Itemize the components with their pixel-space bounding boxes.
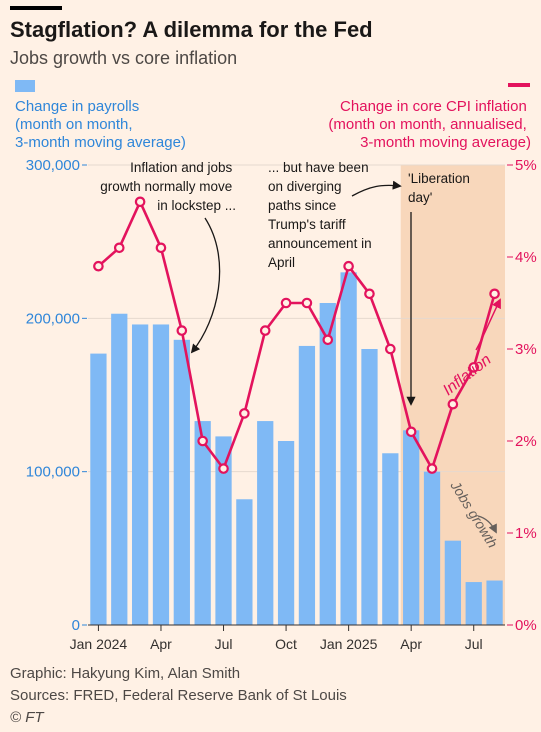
footer-graphic: Graphic: Hakyung Kim, Alan Smith: [10, 665, 241, 682]
payroll-bar: [215, 436, 232, 625]
x-tick-label: Jan 2025: [320, 636, 378, 652]
cpi-point: [364, 288, 375, 300]
payroll-bar: [444, 540, 462, 625]
payroll-bar: [423, 471, 441, 625]
annotation-lockstep-arrow: [190, 217, 221, 354]
page-title: Stagflation? A dilemma for the Fed: [10, 17, 373, 42]
chart: Change in payrolls (month on month, 3-mo…: [15, 80, 537, 652]
cpi-point: [93, 260, 104, 272]
cpi-line: [93, 196, 500, 474]
y-right-tick-label: 3%: [515, 341, 537, 358]
payroll-bar: [152, 324, 170, 625]
jobs-growth-arrow: [477, 515, 497, 534]
y-axis-left: 0 100,000 200,000 300,000: [26, 157, 87, 634]
payroll-bar: [236, 499, 253, 625]
y-right-tick-label: 0%: [515, 617, 537, 634]
y-right-tick-label: 5%: [515, 157, 537, 174]
cpi-point: [405, 426, 417, 438]
footer-copyright: © FT: [10, 709, 44, 726]
cpi-point: [385, 343, 396, 355]
cpi-point: [489, 288, 500, 300]
legend-left: Change in payrolls (month on month, 3-mo…: [15, 98, 186, 151]
annotation-liberation-day: 'Liberation day': [408, 171, 474, 205]
x-tick-label: Apr: [150, 636, 172, 652]
cpi-point: [197, 435, 208, 447]
payroll-bars: [90, 272, 503, 625]
payroll-bar: [90, 353, 107, 625]
cpi-point: [113, 242, 125, 254]
x-tick-label: Jul: [215, 636, 233, 652]
y-axis-right: 0% 1% 2% 3% 4% 5%: [507, 157, 537, 634]
payroll-bar: [382, 453, 399, 625]
cpi-point: [176, 325, 188, 336]
payroll-bar: [173, 339, 190, 625]
x-tick-label: Apr: [400, 636, 422, 652]
page-subtitle: Jobs growth vs core inflation: [10, 48, 238, 68]
legend-bar-swatch: [15, 80, 35, 92]
cpi-point: [218, 463, 229, 474]
cpi-point: [134, 196, 146, 208]
cpi-point: [322, 334, 334, 346]
payroll-bar: [361, 349, 378, 625]
cpi-point: [280, 297, 292, 309]
x-tick-label: Oct: [275, 636, 297, 652]
cpi-point: [301, 297, 313, 309]
cpi-point: [447, 398, 459, 410]
payroll-bar: [194, 421, 211, 625]
payroll-bar: [257, 421, 274, 625]
payroll-bar: [403, 430, 420, 625]
legend-line-swatch: [508, 83, 530, 87]
cpi-point: [468, 362, 480, 373]
legend-right: Change in core CPI inflation (month on m…: [328, 98, 531, 151]
y-right-tick-label: 4%: [515, 249, 537, 266]
cpi-line-path: [97, 200, 496, 470]
y-left-tick-label: 100,000: [26, 464, 80, 481]
payroll-bar: [486, 580, 503, 625]
annotation-diverging: ... but have been on diverging paths sin…: [268, 160, 375, 270]
x-tick-label: Jul: [465, 636, 483, 652]
y-right-tick-label: 1%: [515, 525, 537, 542]
annotation-diverging-arrow: [351, 180, 402, 197]
payroll-bar: [340, 272, 357, 625]
payroll-bar: [111, 313, 128, 625]
payroll-bar: [277, 441, 295, 625]
y-right-tick-label: 2%: [515, 433, 537, 450]
y-left-tick-label: 0: [72, 617, 80, 634]
cpi-point: [155, 242, 167, 254]
payroll-bar: [131, 324, 149, 625]
cpi-point: [239, 408, 250, 419]
cpi-point: [426, 463, 438, 474]
ft-brand-bar: [10, 6, 62, 10]
footer-sources: Sources: FRED, Federal Reserve Bank of S…: [10, 687, 347, 704]
payroll-bar: [298, 345, 316, 625]
x-axis: Jan 2024 Apr Jul Oct Jan 2025 Apr Jul: [70, 624, 505, 652]
cpi-point: [343, 260, 354, 272]
payroll-bar: [465, 582, 482, 625]
y-left-tick-label: 200,000: [26, 310, 80, 327]
x-tick-label: Jan 2024: [70, 636, 128, 652]
y-left-tick-label: 300,000: [26, 157, 80, 174]
inflation-arrow: [475, 298, 501, 351]
cpi-point: [259, 325, 271, 336]
payroll-bar: [319, 303, 336, 625]
annotation-lockstep: Inflation and jobs growth normally move …: [100, 160, 236, 213]
